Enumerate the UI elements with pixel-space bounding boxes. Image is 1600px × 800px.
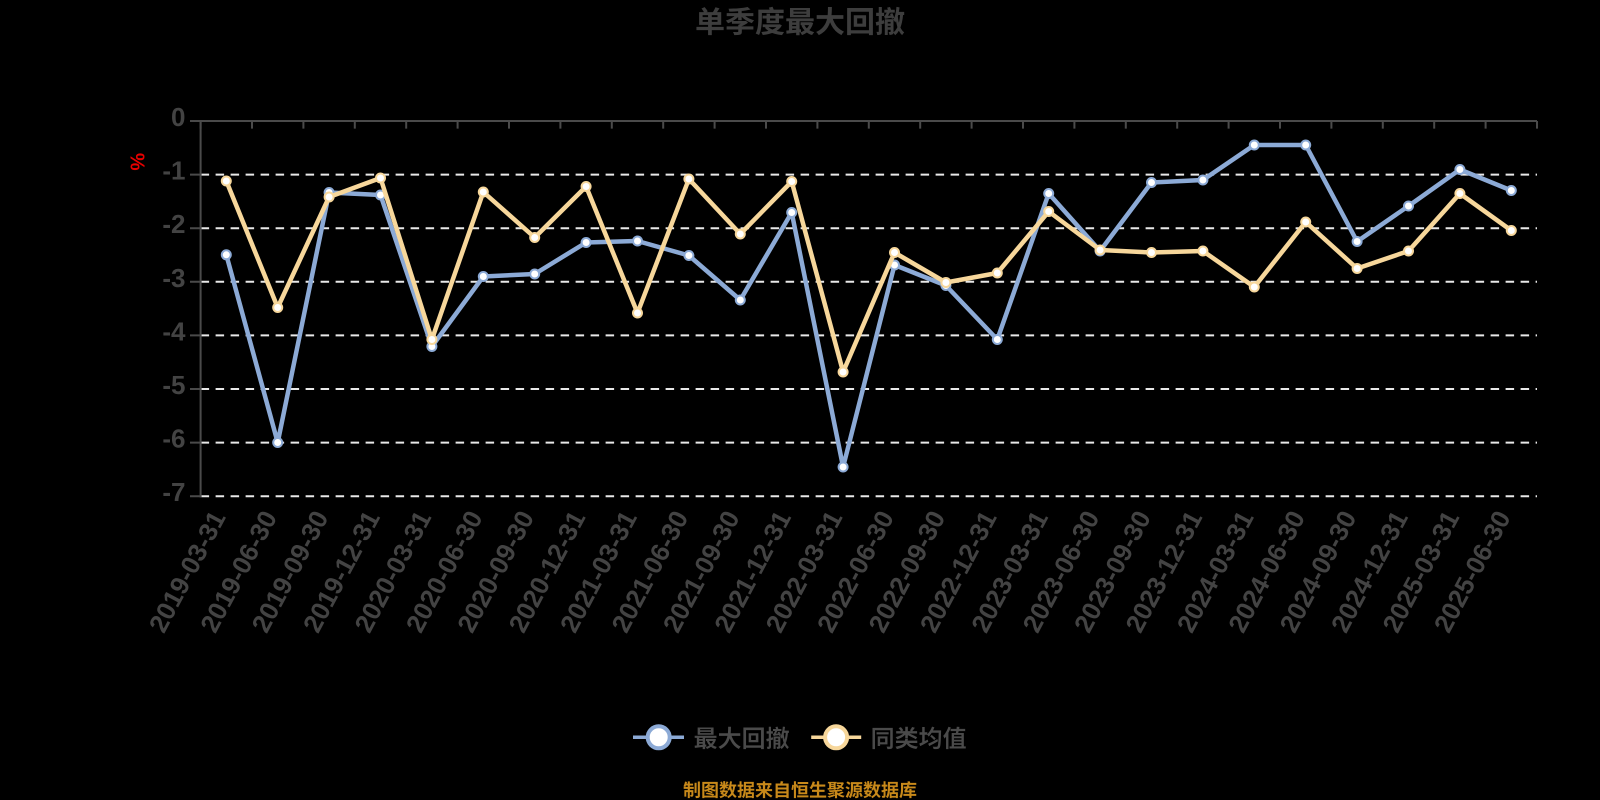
svg-text:-2: -2 [162, 209, 185, 239]
svg-text:-3: -3 [162, 263, 185, 293]
svg-text:-6: -6 [162, 424, 185, 454]
svg-text:-4: -4 [162, 316, 186, 346]
svg-text:-1: -1 [162, 156, 185, 186]
svg-text:%: % [126, 153, 148, 171]
svg-text:0: 0 [171, 102, 185, 132]
svg-text:-7: -7 [162, 477, 185, 507]
svg-text:-5: -5 [162, 370, 185, 400]
